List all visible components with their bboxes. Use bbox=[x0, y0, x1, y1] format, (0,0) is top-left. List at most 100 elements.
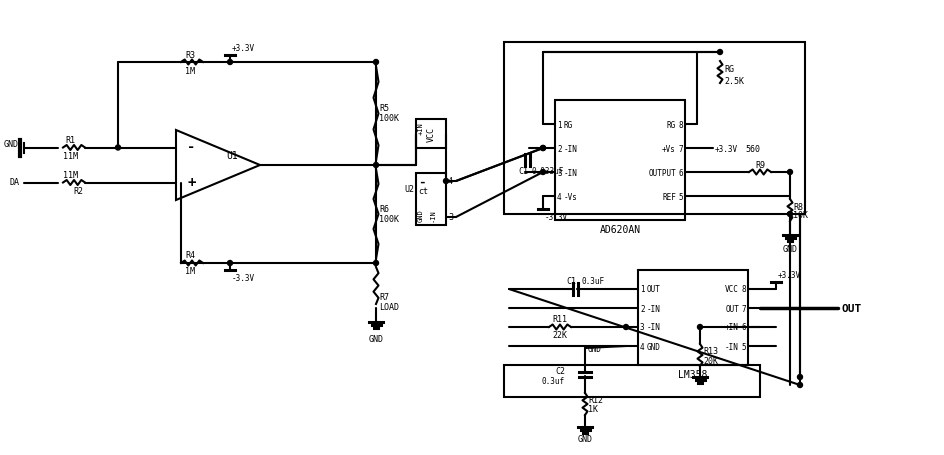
Circle shape bbox=[623, 325, 628, 330]
Text: U2: U2 bbox=[404, 185, 413, 194]
Text: 1: 1 bbox=[556, 120, 561, 129]
Text: 2: 2 bbox=[556, 144, 561, 153]
Circle shape bbox=[540, 146, 545, 151]
Text: VCC: VCC bbox=[724, 285, 738, 294]
Circle shape bbox=[786, 170, 792, 175]
Text: GND: GND bbox=[4, 140, 19, 149]
Text: OUT: OUT bbox=[647, 285, 660, 294]
Text: 100K: 100K bbox=[379, 214, 398, 223]
Circle shape bbox=[373, 61, 379, 66]
Text: U1: U1 bbox=[226, 151, 238, 161]
Circle shape bbox=[716, 51, 722, 56]
Text: R5: R5 bbox=[379, 104, 389, 113]
Text: R12: R12 bbox=[587, 396, 602, 404]
Text: +: + bbox=[187, 175, 195, 189]
Text: GND: GND bbox=[782, 244, 797, 253]
Text: -IN: -IN bbox=[564, 168, 578, 177]
Text: -: - bbox=[187, 140, 195, 154]
Text: RG: RG bbox=[666, 120, 675, 129]
Text: +IN: +IN bbox=[724, 323, 738, 332]
Text: 6: 6 bbox=[741, 323, 745, 332]
Text: GND: GND bbox=[417, 209, 424, 222]
Text: 10K: 10K bbox=[792, 210, 807, 219]
Circle shape bbox=[115, 146, 121, 151]
Text: GND: GND bbox=[577, 435, 592, 444]
Text: REF: REF bbox=[662, 192, 675, 201]
Text: R11: R11 bbox=[552, 315, 567, 324]
Text: OUT: OUT bbox=[840, 303, 860, 313]
Text: -IN: -IN bbox=[724, 342, 738, 351]
Text: 20K: 20K bbox=[702, 357, 717, 366]
Text: 0.033uF: 0.033uF bbox=[531, 166, 564, 175]
Text: 5: 5 bbox=[678, 192, 683, 201]
Text: C1: C1 bbox=[565, 276, 576, 285]
Text: 0.3uF: 0.3uF bbox=[581, 276, 603, 285]
Text: 6: 6 bbox=[678, 168, 683, 177]
Text: -3.3V: -3.3V bbox=[232, 273, 255, 283]
Text: -IN: -IN bbox=[647, 304, 660, 313]
Text: 3: 3 bbox=[556, 168, 561, 177]
Text: R9: R9 bbox=[754, 160, 765, 169]
Text: GND: GND bbox=[647, 342, 660, 351]
Circle shape bbox=[540, 146, 545, 151]
Text: +Vs: +Vs bbox=[662, 144, 675, 153]
Text: 1M: 1M bbox=[185, 66, 194, 76]
Circle shape bbox=[540, 170, 545, 175]
Text: R8: R8 bbox=[792, 202, 802, 211]
Bar bbox=[637, 270, 748, 365]
Text: DA: DA bbox=[9, 177, 19, 187]
Circle shape bbox=[373, 261, 379, 266]
Text: 11M: 11M bbox=[62, 171, 77, 180]
Text: ct: ct bbox=[417, 187, 428, 196]
Circle shape bbox=[443, 179, 448, 184]
Text: 1: 1 bbox=[639, 285, 644, 294]
Bar bbox=[415, 174, 446, 226]
Text: 1M: 1M bbox=[185, 267, 194, 276]
Text: -IN: -IN bbox=[430, 209, 435, 222]
Text: C2: C2 bbox=[554, 367, 565, 376]
Text: 8: 8 bbox=[678, 120, 683, 129]
Text: 560: 560 bbox=[744, 144, 759, 153]
Text: 3: 3 bbox=[639, 323, 644, 332]
Text: LOAD: LOAD bbox=[379, 302, 398, 311]
Circle shape bbox=[797, 374, 801, 379]
Circle shape bbox=[228, 261, 232, 266]
Text: R6: R6 bbox=[379, 204, 389, 213]
Text: GND: GND bbox=[587, 344, 601, 353]
Text: GND: GND bbox=[368, 334, 383, 343]
Text: C1: C1 bbox=[517, 166, 528, 175]
Text: RG: RG bbox=[564, 120, 573, 129]
Text: +3.3V: +3.3V bbox=[777, 270, 801, 279]
Text: R4: R4 bbox=[185, 251, 194, 260]
Text: 2: 2 bbox=[639, 304, 644, 313]
Text: 7: 7 bbox=[678, 144, 683, 153]
Text: R13: R13 bbox=[702, 347, 717, 356]
Text: 1K: 1K bbox=[587, 404, 598, 414]
Text: 7: 7 bbox=[741, 304, 745, 313]
Bar bbox=[503, 43, 804, 214]
Text: 100K: 100K bbox=[379, 114, 398, 123]
Text: RG: RG bbox=[723, 64, 733, 73]
Text: -IN: -IN bbox=[564, 144, 578, 153]
Text: R2: R2 bbox=[73, 187, 83, 196]
Circle shape bbox=[697, 325, 701, 330]
Text: 8: 8 bbox=[741, 285, 745, 294]
Text: 5: 5 bbox=[741, 342, 745, 351]
Text: LM358: LM358 bbox=[678, 369, 707, 379]
Text: +3.3V: +3.3V bbox=[232, 44, 255, 53]
Text: 4: 4 bbox=[639, 342, 644, 351]
Text: -: - bbox=[417, 175, 425, 188]
Bar bbox=[415, 120, 446, 149]
Text: OUTPUT: OUTPUT bbox=[648, 168, 675, 177]
Text: 22K: 22K bbox=[552, 331, 567, 340]
Text: -Vs: -Vs bbox=[564, 192, 578, 201]
Text: 4: 4 bbox=[447, 177, 452, 186]
Text: R1: R1 bbox=[65, 136, 75, 145]
Bar bbox=[554, 101, 684, 221]
Text: +3.3V: +3.3V bbox=[715, 144, 737, 153]
Text: -IN: -IN bbox=[647, 323, 660, 332]
Text: R3: R3 bbox=[185, 51, 194, 59]
Circle shape bbox=[228, 61, 232, 66]
Text: -3.3V: -3.3V bbox=[545, 212, 567, 222]
Text: 2.5K: 2.5K bbox=[723, 76, 743, 86]
